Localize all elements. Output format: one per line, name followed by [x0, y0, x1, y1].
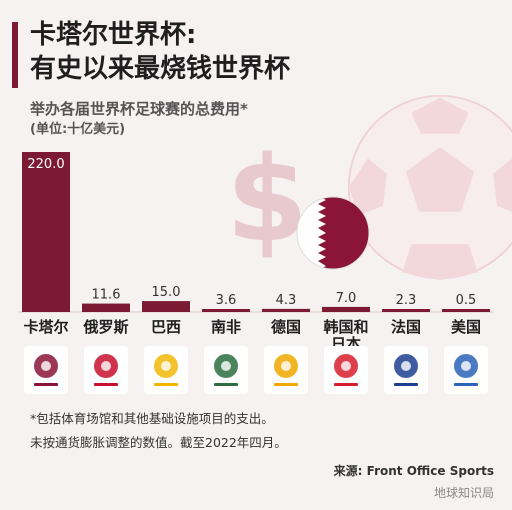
france-98-logo [384, 346, 428, 394]
bar-4 [262, 308, 310, 312]
title-line-1: 卡塔尔世界杯: [30, 20, 197, 50]
page-title: 卡塔尔世界杯: 有史以来最烧钱世界杯 [30, 18, 500, 86]
bar-2 [142, 301, 190, 312]
category-label-7: 美国 [451, 318, 481, 336]
category-label-4: 德国 [271, 318, 301, 336]
value-label-7: 0.5 [456, 293, 477, 308]
value-label-1: 11.6 [92, 288, 121, 303]
unit-label: (单位:十亿美元) [30, 122, 126, 137]
germany-2006-logo [264, 346, 308, 394]
value-label-2: 15.0 [152, 285, 181, 300]
category-label-5-0: 韩国和 [323, 318, 368, 336]
value-label-5: 7.0 [336, 291, 357, 306]
category-label-3: 南非 [211, 318, 241, 336]
football-decoration [347, 94, 512, 281]
brazil-2014-logo [144, 346, 188, 394]
bar-6 [382, 309, 430, 312]
category-label-0: 卡塔尔 [23, 318, 68, 336]
bar-0 [22, 152, 70, 312]
value-label-3: 3.6 [216, 293, 237, 308]
qatar-2022-logo [24, 346, 68, 394]
value-label-0: 220.0 [27, 157, 64, 172]
world-cup-logos-row [20, 346, 500, 398]
qatar-flag-icon [296, 196, 370, 270]
chart-subtitle: 举办各届世界杯足球赛的总费用* [30, 100, 248, 118]
title-accent-bar [12, 22, 18, 88]
usa-94-logo [444, 346, 488, 394]
value-label-6: 2.3 [396, 293, 417, 308]
russia-2018-logo [84, 346, 128, 394]
watermark-label: 地球知识局 [433, 486, 494, 500]
bar-1 [82, 303, 130, 312]
footnote-line-1: *包括体育场馆和其他基础设施项目的支出。 [30, 411, 274, 426]
dollar-sign-icon: $ [226, 130, 309, 268]
category-label-1: 俄罗斯 [82, 318, 128, 336]
bar-5 [322, 306, 370, 312]
footnote-line-2: 未按通货膨胀调整的数值。截至2022年四月。 [30, 435, 287, 450]
cost-bar-chart: 220.0卡塔尔11.6俄罗斯15.0巴西3.6南非4.3德国7.0韩国和日本2… [18, 152, 494, 353]
category-label-6: 法国 [391, 318, 421, 336]
bar-7 [442, 309, 490, 312]
value-label-4: 4.3 [276, 293, 297, 308]
korea-japan-2002-logo [324, 346, 368, 394]
south-africa-2010-logo [204, 346, 248, 394]
category-label-2: 巴西 [151, 318, 181, 336]
bar-3 [202, 309, 250, 312]
title-line-2: 有史以来最烧钱世界杯 [30, 54, 291, 84]
source-label: 来源: Front Office Sports [333, 464, 494, 478]
